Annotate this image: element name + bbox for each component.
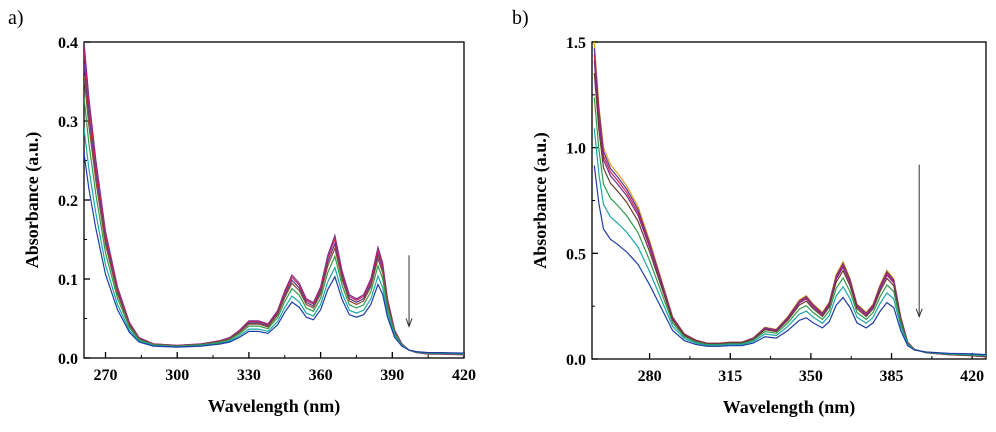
y-tick-label: 0.2 bbox=[58, 193, 78, 210]
x-tick-label: 280 bbox=[638, 368, 662, 385]
series-line-3 bbox=[593, 54, 986, 358]
panel-label: b) bbox=[512, 7, 529, 29]
x-tick-label: 315 bbox=[718, 368, 742, 385]
x-tick-label: 420 bbox=[452, 367, 476, 384]
series-line-4 bbox=[593, 60, 986, 358]
x-tick-label: 270 bbox=[94, 367, 118, 384]
y-tick-label: 0.0 bbox=[58, 351, 78, 368]
y-tick-label: 1.0 bbox=[566, 141, 586, 158]
trend-arrow-head bbox=[915, 308, 923, 319]
plot-frame bbox=[591, 41, 987, 360]
x-tick-label: 300 bbox=[165, 367, 189, 384]
series-line-6 bbox=[84, 128, 464, 355]
x-tick-label: 390 bbox=[380, 367, 404, 384]
chart-panel-2: b) 280 315 350 385 420 0.0 0.5 1.0 1.5 Wavelength … bbox=[512, 7, 987, 418]
y-axis-label: Absorbance (a.u.) bbox=[530, 132, 551, 269]
series-line-6 bbox=[593, 97, 986, 357]
series-line-2 bbox=[593, 48, 986, 358]
y-axis-label: Absorbance (a.u.) bbox=[22, 132, 43, 269]
y-tick-label: 0.0 bbox=[566, 352, 586, 369]
y-tick-label: 0.5 bbox=[566, 246, 586, 263]
panel-label: a) bbox=[8, 7, 24, 29]
y-tick-label: 0.3 bbox=[58, 114, 78, 131]
series-line-3 bbox=[84, 63, 464, 356]
x-tick-label: 385 bbox=[880, 368, 904, 385]
series-line-5 bbox=[84, 97, 464, 355]
series-line-7 bbox=[84, 152, 464, 354]
y-tick-label: 0.4 bbox=[58, 35, 78, 52]
plot-frame bbox=[83, 41, 465, 359]
series-line-4 bbox=[84, 75, 464, 355]
y-tick-label: 0.1 bbox=[58, 272, 78, 289]
series-line-5 bbox=[593, 72, 986, 357]
x-tick-label: 360 bbox=[309, 367, 333, 384]
x-tick-label: 330 bbox=[237, 367, 261, 384]
series-line-1 bbox=[593, 42, 986, 358]
trend-arrow-head bbox=[405, 318, 413, 328]
x-axis-label: Wavelength (nm) bbox=[208, 396, 341, 417]
series-line-2 bbox=[84, 51, 464, 356]
x-axis-label: Wavelength (nm) bbox=[723, 397, 856, 418]
x-tick-label: 420 bbox=[960, 368, 984, 385]
series-line-1 bbox=[84, 42, 464, 356]
series-line-7 bbox=[593, 128, 986, 356]
series-line-8 bbox=[593, 165, 986, 356]
chart-panel-1: a) 270 300 330 360 390 420 0.0 0.1 0.2 0.3 0.4 Wavel… bbox=[8, 7, 476, 417]
x-tick-label: 350 bbox=[799, 368, 823, 385]
y-tick-label: 1.5 bbox=[566, 35, 586, 52]
